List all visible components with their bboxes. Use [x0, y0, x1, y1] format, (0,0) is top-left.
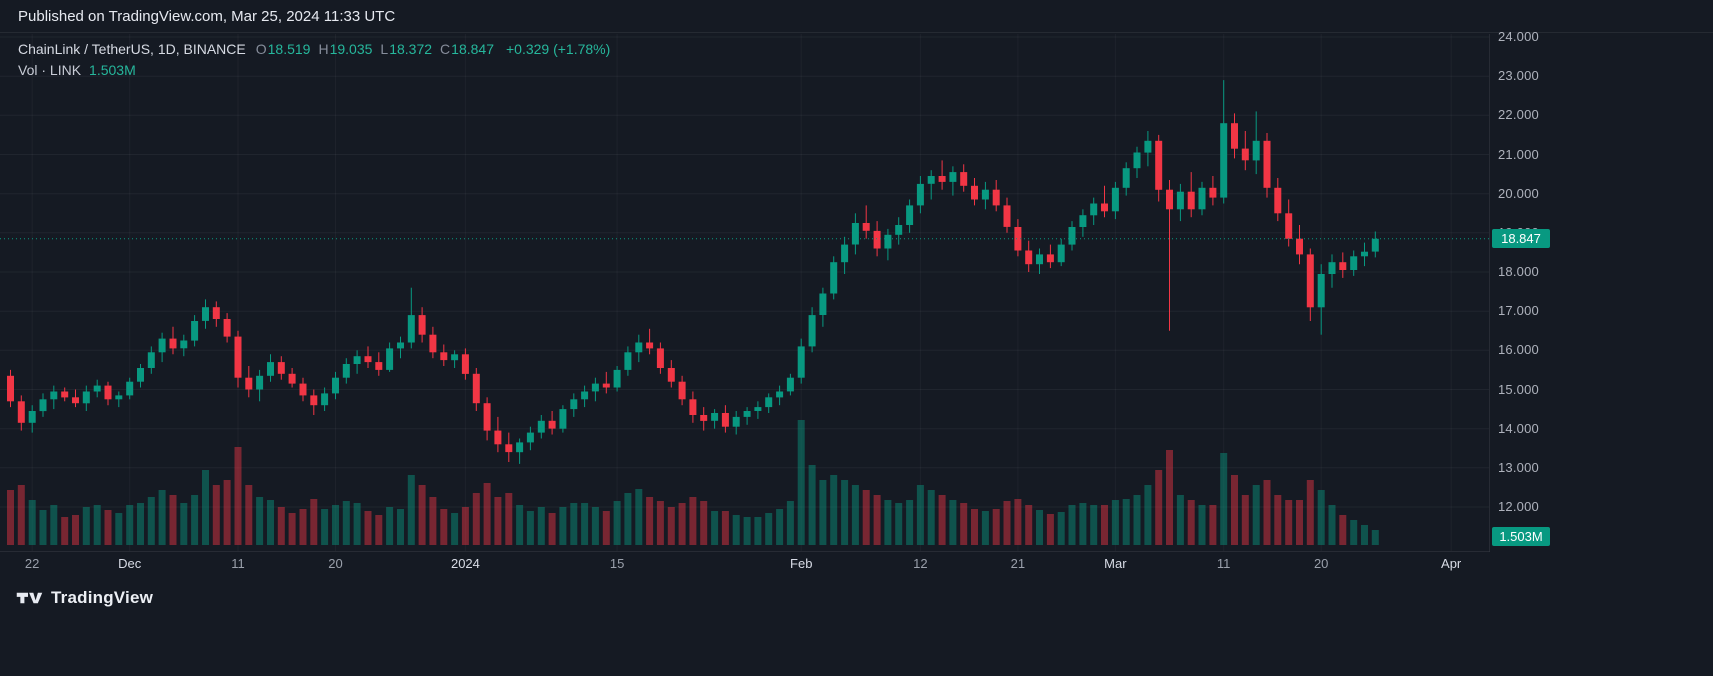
volume-legend-value: 1.503M [89, 62, 136, 78]
publish-note: Published on TradingView.com, Mar 25, 20… [18, 7, 396, 25]
volume-layer [7, 420, 1379, 545]
price-tick: 21.000 [1498, 146, 1539, 162]
footer: TradingView [16, 588, 153, 608]
price-tick: 14.000 [1498, 420, 1539, 436]
time-tick: Mar [1104, 556, 1127, 571]
time-tick: 2024 [450, 556, 480, 571]
axis-separators [0, 34, 1490, 552]
brand-name: TradingView [51, 588, 154, 607]
price-tick: 17.000 [1498, 303, 1539, 319]
ohlc-open: O18.519 [256, 39, 311, 60]
time-tick: 20 [328, 556, 343, 571]
ohlc-low-key: L [380, 41, 389, 57]
time-tick: Apr [1441, 556, 1462, 571]
price-tick: 16.000 [1498, 342, 1539, 358]
tradingview-logo[interactable]: TradingView [16, 588, 153, 608]
price-tick: 20.000 [1498, 185, 1539, 201]
symbol-title[interactable]: ChainLink / TetherUS, 1D, BINANCE [18, 41, 246, 57]
symbol-legend-row: ChainLink / TetherUS, 1D, BINANCE O18.51… [18, 39, 610, 60]
price-tick: 13.000 [1498, 459, 1539, 475]
last-price-badge: 18.847 [1492, 228, 1550, 248]
ohlc-close: C18.847 [440, 39, 494, 60]
time-tick: 22 [24, 556, 40, 571]
time-tick: 11 [1216, 556, 1231, 571]
ohlc-high-value: 19.035 [329, 41, 373, 57]
change-value: +0.329 (+1.78%) [505, 41, 611, 57]
time-tick: Dec [118, 556, 142, 571]
candles-layer [7, 80, 1379, 464]
price-tick: 23.000 [1498, 68, 1539, 84]
ohlc-high-key: H [318, 41, 329, 57]
price-tick: 18.000 [1498, 264, 1539, 279]
publish-header: Published on TradingView.com, Mar 25, 20… [0, 0, 1713, 33]
tradingview-logo-icon [16, 592, 43, 604]
volume-legend-row: Vol · LINK 1.503M [18, 60, 610, 81]
ohlc-close-key: C [440, 41, 451, 57]
grid-layer [0, 34, 1489, 551]
time-tick: 20 [1313, 556, 1329, 571]
ohlc-close-value: 18.847 [451, 41, 494, 57]
time-axis[interactable]: 22 Dec 11 20 2024 15 Feb 12 21 Mar 11 20 Apr [0, 552, 1489, 576]
time-tick: 12 [913, 556, 928, 571]
ohlc-open-key: O [255, 41, 267, 57]
ohlc-low: L18.372 [380, 39, 432, 60]
time-tick: 21 [1010, 556, 1026, 571]
ohlc-low-value: 18.372 [389, 41, 433, 57]
volume-legend-label[interactable]: Vol · LINK [18, 62, 82, 78]
time-tick: 15 [609, 556, 625, 571]
price-tick: 24.000 [1498, 29, 1539, 44]
ohlc-open-value: 18.519 [267, 41, 311, 57]
price-tick: 22.000 [1498, 107, 1539, 123]
ohlc-high: H19.035 [318, 39, 372, 60]
volume-badge: 1.503M [1492, 527, 1550, 546]
time-tick: Feb [790, 556, 813, 571]
legend: ChainLink / TetherUS, 1D, BINANCE O18.51… [18, 39, 610, 81]
time-tick: 11 [231, 556, 245, 571]
price-tick: 12.000 [1498, 499, 1539, 514]
price-axis[interactable]: 24.00023.00022.00021.00020.00019.00018.0… [1489, 0, 1713, 576]
price-tick: 15.000 [1498, 381, 1539, 397]
